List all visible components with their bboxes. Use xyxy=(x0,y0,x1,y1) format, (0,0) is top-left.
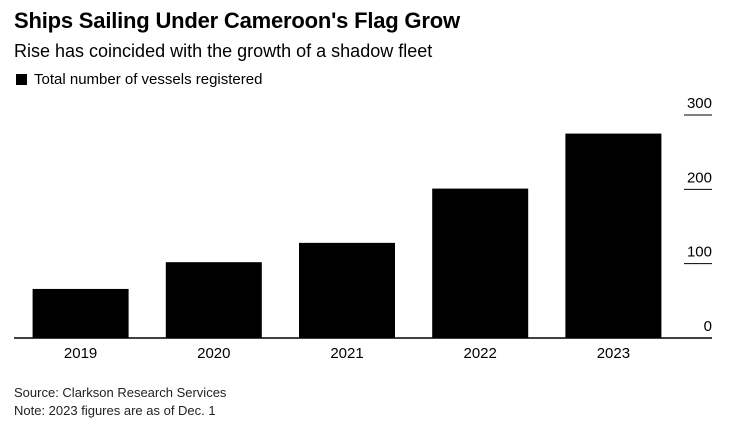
chart-legend: Total number of vessels registered xyxy=(16,71,262,88)
bar xyxy=(432,188,529,338)
footnote: Note: 2023 figures are as of Dec. 1 xyxy=(14,403,216,418)
x-tick-label: 2021 xyxy=(330,345,363,362)
source-note: Source: Clarkson Research Services xyxy=(14,385,227,400)
x-tick-label: 2022 xyxy=(464,345,497,362)
chart-title: Ships Sailing Under Cameroon's Flag Grow xyxy=(14,8,460,33)
chart-subtitle: Rise has coincided with the growth of a … xyxy=(14,41,433,61)
y-tick-label: 200 xyxy=(687,169,712,186)
x-tick-label: 2019 xyxy=(64,345,97,362)
y-tick-label: 300 xyxy=(687,95,712,112)
bar xyxy=(32,288,129,338)
bar xyxy=(165,262,262,338)
y-tick-label: 0 xyxy=(704,318,712,335)
bar xyxy=(565,133,662,338)
x-tick-label: 2020 xyxy=(197,345,230,362)
legend-swatch xyxy=(16,74,27,85)
legend-label: Total number of vessels registered xyxy=(34,71,263,88)
bar xyxy=(299,242,395,338)
x-tick-label: 2023 xyxy=(597,345,630,362)
y-tick-label: 100 xyxy=(687,244,712,261)
